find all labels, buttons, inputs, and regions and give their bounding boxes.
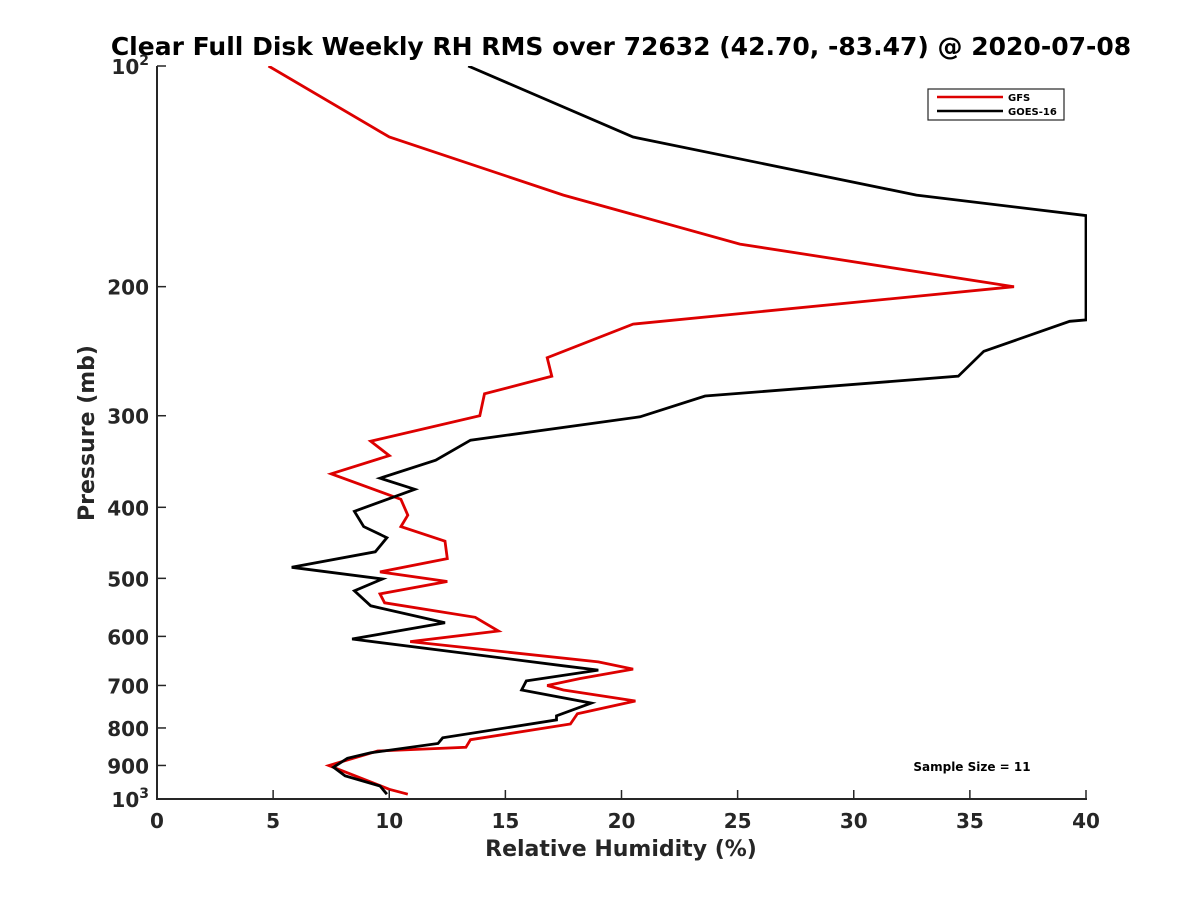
series-line-gfs [267,66,1015,796]
legend-label-gfs: GFS [1008,93,1030,104]
y-axis-label: Pressure (mb) [75,345,100,521]
y-tick-label: 600 [107,625,149,649]
x-tick-label: 20 [608,809,636,833]
x-axis-label: Relative Humidity (%) [485,837,757,862]
sample-size-annotation: Sample Size = 11 [913,760,1030,774]
x-ticks: 0 5 10 15 20 25 30 35 40 [150,790,1100,833]
plot-area [157,66,1086,799]
x-tick-label: 35 [956,809,984,833]
y-tick-label: 400 [107,496,149,520]
x-tick-label: 0 [150,809,164,833]
x-tick-label: 30 [840,809,868,833]
y-ticks: 102 200 300 400 500 600 700 800 900 103 [107,53,166,812]
x-tick-label: 25 [724,809,752,833]
legend-label-goes16: GOES-16 [1008,107,1057,118]
series-line-goes16 [291,66,1087,796]
x-tick-label: 5 [266,809,280,833]
y-tick-label: 500 [107,567,149,591]
legend-box [927,88,1065,121]
y-tick-label: 900 [107,754,149,778]
x-tick-label: 10 [375,809,403,833]
y-tick-label: 700 [107,674,149,698]
y-tick-label: 102 [111,53,149,79]
x-tick-label: 40 [1072,809,1100,833]
y-tick-label: 103 [111,786,149,812]
x-tick-label: 15 [491,809,519,833]
y-tick-label: 300 [107,405,149,429]
series-layer [267,66,1087,796]
y-tick-label: 200 [107,276,149,300]
legend: GFS GOES-16 [927,88,1065,121]
y-tick-label: 800 [107,717,149,741]
chart-title: Clear Full Disk Weekly RH RMS over 72632… [111,32,1131,61]
